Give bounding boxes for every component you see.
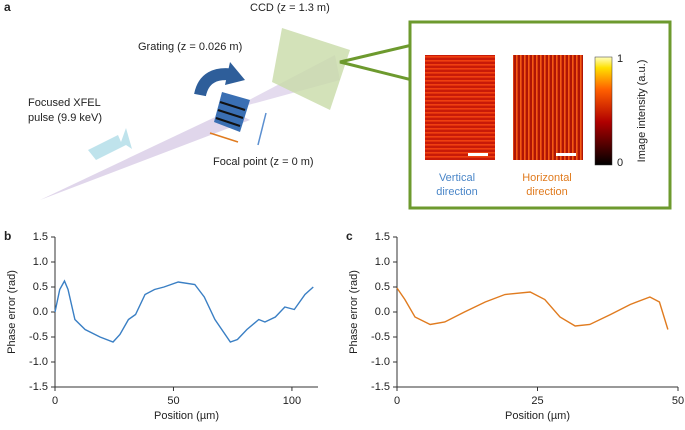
colorbar-tick: 0 bbox=[617, 157, 623, 169]
label: Focal point (z = 0 m) bbox=[213, 156, 314, 168]
line-series bbox=[54, 279, 314, 343]
colorbar-tick: 1 bbox=[617, 53, 623, 65]
beam-in bbox=[40, 110, 250, 200]
y-tick-label: 0.5 bbox=[375, 281, 390, 293]
y-axis-label: Phase error (rad) bbox=[6, 270, 18, 354]
ccd bbox=[272, 28, 350, 110]
y-tick-label: -1.0 bbox=[371, 356, 390, 368]
x-tick-label: 100 bbox=[283, 395, 301, 407]
image-horizontal bbox=[513, 55, 583, 160]
y-tick-label: -0.5 bbox=[29, 331, 48, 343]
y-tick-label: 1.0 bbox=[375, 256, 390, 268]
rotation-arrow-head bbox=[225, 62, 245, 85]
x-tick-label: 0 bbox=[394, 395, 400, 407]
y-tick-label: -1.5 bbox=[29, 381, 48, 393]
y-tick-label: -1.0 bbox=[29, 356, 48, 368]
label: Grating (z = 0.026 m) bbox=[138, 41, 242, 53]
x-tick-label: 50 bbox=[672, 395, 684, 407]
panel-label: a bbox=[4, 0, 11, 14]
caption: direction bbox=[526, 186, 568, 198]
x-tick-label: 0 bbox=[52, 395, 58, 407]
panel-label: b bbox=[4, 229, 11, 243]
y-tick-label: 0.0 bbox=[33, 306, 48, 318]
label: Focused XFEL bbox=[28, 97, 101, 109]
y-tick-label: 0.5 bbox=[33, 281, 48, 293]
focal-arrow bbox=[209, 132, 239, 143]
y-tick-label: 1.0 bbox=[33, 256, 48, 268]
colorbar bbox=[594, 56, 613, 166]
image-vertical bbox=[425, 55, 495, 160]
x-tick-label: 50 bbox=[167, 395, 179, 407]
caption: Horizontal bbox=[522, 172, 572, 184]
focal-arrow bbox=[257, 112, 267, 146]
y-tick-label: -0.5 bbox=[371, 331, 390, 343]
y-tick-label: 1.5 bbox=[33, 231, 48, 243]
y-tick-label: 1.5 bbox=[375, 231, 390, 243]
caption: direction bbox=[436, 186, 478, 198]
arrow bbox=[88, 128, 132, 160]
y-tick-label: 0.0 bbox=[375, 306, 390, 318]
colorbar-label: Image intensity (a.u.) bbox=[636, 60, 648, 163]
y-axis-label: Phase error (rad) bbox=[348, 270, 360, 354]
label: pulse (9.9 keV) bbox=[28, 112, 102, 124]
y-tick-label: -1.5 bbox=[371, 381, 390, 393]
x-tick-label: 25 bbox=[531, 395, 543, 407]
callout bbox=[339, 43, 414, 82]
x-axis-label: Position (µm) bbox=[154, 410, 219, 422]
x-axis-label: Position (µm) bbox=[505, 410, 570, 422]
caption: Vertical bbox=[439, 172, 475, 184]
panel-label: c bbox=[346, 229, 353, 243]
line-series bbox=[396, 287, 669, 330]
label: CCD (z = 1.3 m) bbox=[250, 2, 330, 14]
